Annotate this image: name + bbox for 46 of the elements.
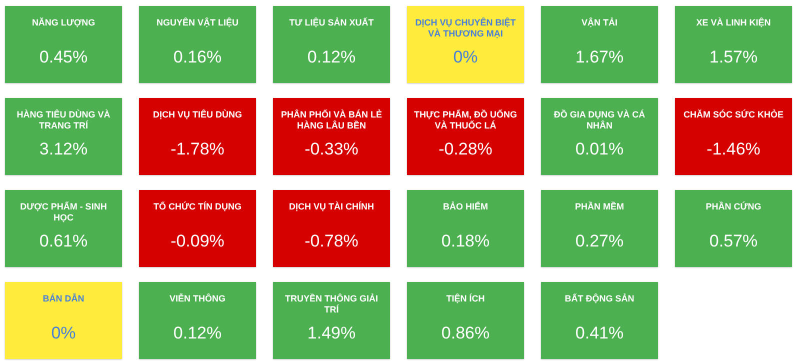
- category-label: VIỄN THÔNG: [169, 292, 226, 304]
- data-label: 1.67%: [575, 48, 624, 67]
- category-label: VẬN TẢI: [582, 16, 618, 28]
- data-label: 0%: [453, 48, 478, 67]
- category-label: THỰC PHẨM, ĐỒ UỐNG VÀ THUỐC LÁ: [414, 108, 517, 130]
- data-label: 0.41%: [575, 324, 624, 343]
- category-label: BẤT ĐỘNG SẢN: [564, 292, 634, 304]
- data-label: 1.57%: [709, 48, 758, 67]
- category-label: NĂNG LƯỢNG: [32, 17, 96, 28]
- data-label: 0.45%: [39, 48, 88, 67]
- data-label: 0.16%: [173, 48, 222, 67]
- data-label: 3.12%: [39, 140, 88, 159]
- category-label: DỊCH VỤ CHUYÊN BIỆT VÀ THƯƠNG MẠI: [415, 16, 516, 38]
- data-label: 0.01%: [575, 140, 624, 159]
- category-label: PHẦN MỀM: [575, 200, 624, 212]
- data-label: 1.49%: [307, 324, 356, 343]
- category-label: ĐỒ GIA DỤNG VÀ CÁ NHÂN: [554, 108, 646, 130]
- category-label: XE VÀ LINH KIỆN: [696, 16, 771, 28]
- data-label: -0.33%: [304, 140, 358, 159]
- category-label: HÀNG TIÊU DÙNG VÀ TRANG TRÍ: [16, 108, 111, 130]
- category-label: PHÂN PHỐI VÀ BÁN LẺ HÀNG LÂU BỀN: [280, 108, 382, 130]
- category-label: BẢO HIỂM: [443, 200, 488, 212]
- data-label: 0.12%: [173, 324, 222, 343]
- data-label: 0.61%: [39, 232, 88, 251]
- data-label: -1.46%: [706, 140, 760, 159]
- data-label: -1.78%: [170, 140, 224, 159]
- data-label: -0.28%: [438, 140, 492, 159]
- data-label: 0.57%: [709, 232, 758, 251]
- category-label: DỊCH VỤ TÀI CHÍNH: [289, 201, 374, 212]
- data-label: 0.27%: [575, 232, 624, 251]
- category-label: PHẦN CỨNG: [706, 200, 762, 212]
- category-label: NGUYÊN VẬT LIỆU: [156, 16, 239, 28]
- data-label: 0.12%: [307, 48, 356, 67]
- category-label: TIỆN ÍCH: [446, 292, 485, 304]
- category-label: DƯỢC PHẨM - SINH HỌC: [20, 200, 107, 222]
- data-label: -0.78%: [304, 232, 358, 251]
- category-label: DỊCH VỤ TIÊU DÙNG: [152, 108, 242, 120]
- category-label: TỔ CHỨC TÍN DỤNG: [154, 200, 242, 212]
- data-label: 0.86%: [441, 324, 490, 343]
- data-label: 0%: [51, 324, 76, 343]
- category-label: CHĂM SÓC SỨC KHỎE: [684, 108, 784, 120]
- data-label: -0.09%: [170, 232, 224, 251]
- category-label: TƯ LIỆU SẢN XUẤT: [289, 16, 374, 28]
- category-label: BÁN DẪN: [42, 292, 84, 304]
- data-label: 0.18%: [441, 232, 490, 251]
- category-label: TRUYỀN THÔNG GIẢI TRÍ: [284, 292, 378, 314]
